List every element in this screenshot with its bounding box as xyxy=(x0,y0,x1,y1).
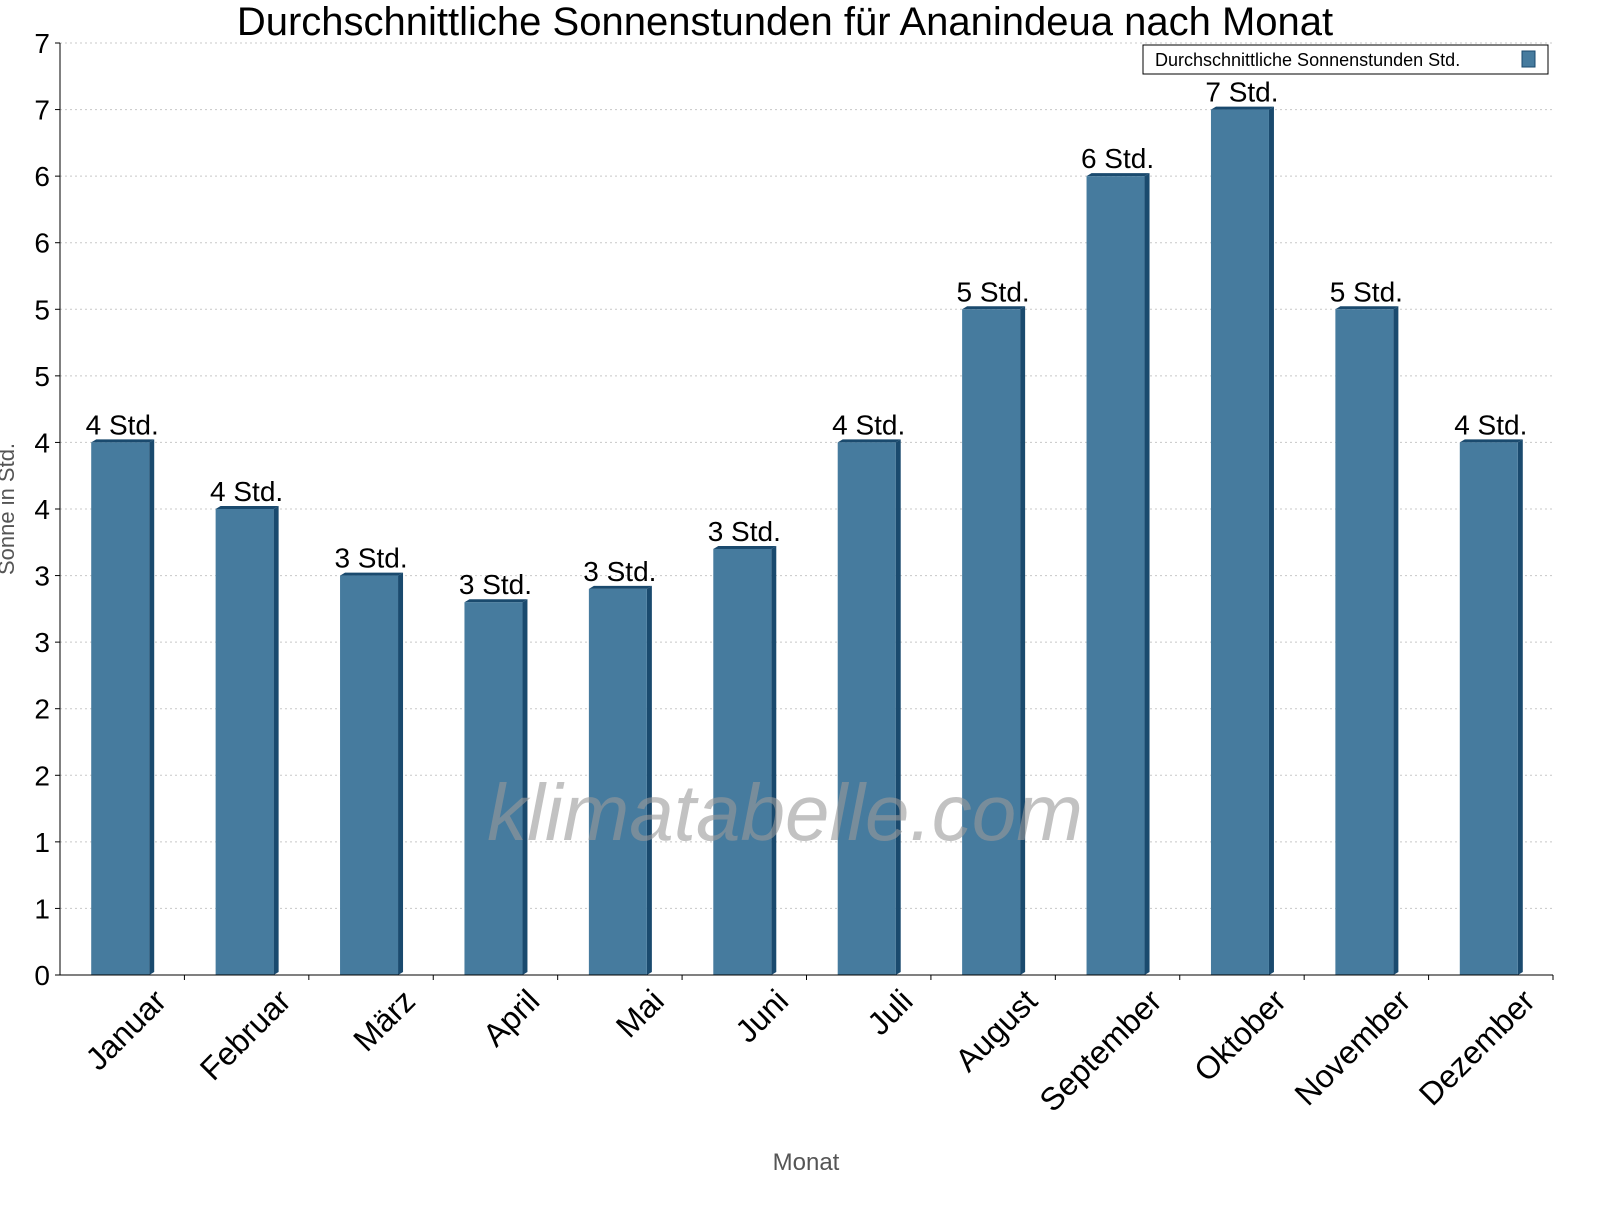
legend-swatch xyxy=(1521,50,1536,68)
bar xyxy=(713,548,772,975)
bar-side xyxy=(1020,306,1026,975)
data-label: 5 Std. xyxy=(1330,276,1403,307)
grid-lines xyxy=(60,42,1553,909)
bar-top xyxy=(713,545,777,549)
data-label: 3 Std. xyxy=(459,569,532,600)
y-tick-label: 6 xyxy=(34,161,50,192)
bar-top xyxy=(588,585,652,589)
bars xyxy=(91,106,1523,976)
y-tick-label: 3 xyxy=(34,627,50,658)
bar-top xyxy=(1086,173,1150,177)
y-tick-label: 6 xyxy=(34,228,50,259)
y-tick-label: 4 xyxy=(34,427,50,458)
y-tick-label: 5 xyxy=(34,294,50,325)
x-tick-label: Oktober xyxy=(1187,982,1293,1088)
x-tick-label: November xyxy=(1287,982,1417,1112)
y-tick-label: 7 xyxy=(34,28,50,59)
y-tick-label: 0 xyxy=(34,960,50,991)
bar-top xyxy=(1335,306,1399,310)
bar-side xyxy=(1144,173,1150,976)
y-axis-label: Sonne in Std. xyxy=(0,443,19,575)
data-labels: 4 Std. 4 Std. 3 Std. 3 Std. 3 Std. 3 Std. 4 St… xyxy=(86,77,1528,601)
bar xyxy=(1459,442,1518,975)
bar xyxy=(1335,309,1394,975)
bar-top xyxy=(464,599,528,603)
data-label: 3 Std. xyxy=(334,543,407,574)
bar-top xyxy=(91,439,155,443)
bar-top xyxy=(1210,106,1274,110)
x-tick-label: August xyxy=(948,982,1044,1078)
bar xyxy=(837,442,896,975)
x-tick-label: Juli xyxy=(860,982,919,1041)
bar-side xyxy=(522,599,528,975)
bar xyxy=(962,309,1021,975)
x-tick-label: Dezember xyxy=(1412,982,1542,1112)
data-label: 4 Std. xyxy=(86,409,159,440)
bar-side xyxy=(149,439,155,975)
x-tick-label: März xyxy=(346,982,422,1058)
bar-top xyxy=(962,306,1026,310)
data-label: 5 Std. xyxy=(957,276,1030,307)
data-label: 4 Std. xyxy=(1454,409,1527,440)
x-tick-label: April xyxy=(476,982,547,1053)
bar xyxy=(1210,109,1269,976)
y-tick-label: 4 xyxy=(34,494,50,525)
chart-title: Durchschnittliche Sonnenstunden für Anan… xyxy=(237,0,1333,44)
bar-top xyxy=(837,439,901,443)
bar-side xyxy=(895,439,901,975)
x-tick-label: Februar xyxy=(193,982,298,1087)
data-label: 6 Std. xyxy=(1081,143,1154,174)
data-label: 7 Std. xyxy=(1205,77,1278,108)
watermark: klimatabelle.com xyxy=(487,768,1083,857)
x-axis-label: Monat xyxy=(773,1149,840,1176)
bar-side xyxy=(1268,106,1274,976)
legend-label: Durchschnittliche Sonnenstunden Std. xyxy=(1155,50,1460,70)
bar-top xyxy=(215,506,279,509)
data-label: 4 Std. xyxy=(832,409,905,440)
data-label: 3 Std. xyxy=(708,516,781,547)
bar-side xyxy=(398,572,404,975)
x-tick-label: Mai xyxy=(609,982,671,1044)
legend: Durchschnittliche Sonnenstunden Std. xyxy=(1142,44,1549,75)
bar-side xyxy=(646,585,652,975)
bar-side xyxy=(1393,306,1399,975)
x-tick-label: September xyxy=(1032,982,1168,1118)
y-tick-label: 2 xyxy=(34,760,50,791)
data-label: 3 Std. xyxy=(583,556,656,587)
bar xyxy=(588,588,647,975)
bar-side xyxy=(771,545,777,975)
bar-side xyxy=(273,506,279,975)
y-tick-label: 3 xyxy=(34,561,50,592)
y-tick-label: 2 xyxy=(34,694,50,725)
x-tick-label: Januar xyxy=(79,982,174,1077)
data-label: 4 Std. xyxy=(210,476,283,507)
y-tick-label: 1 xyxy=(34,827,50,858)
bar xyxy=(91,442,150,975)
bar-top xyxy=(340,572,404,576)
y-tick-label: 7 xyxy=(34,95,50,126)
x-tick-label: Juni xyxy=(728,982,795,1049)
bar xyxy=(464,602,523,975)
bar-side xyxy=(1517,439,1523,975)
bar xyxy=(1086,176,1145,976)
bar xyxy=(215,509,274,975)
y-tick-label: 1 xyxy=(34,893,50,924)
bar xyxy=(340,575,399,975)
y-tick-label: 5 xyxy=(34,361,50,392)
bar-top xyxy=(1459,439,1523,443)
